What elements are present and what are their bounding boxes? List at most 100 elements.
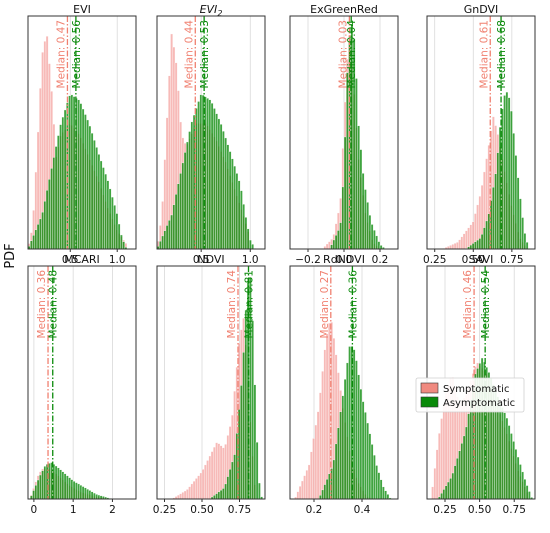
histogram-bar — [95, 147, 98, 249]
histogram-bar — [43, 466, 47, 499]
histogram-bar — [231, 158, 234, 249]
histogram-bar — [231, 461, 234, 499]
x-tick-label: 0.4 — [354, 504, 371, 516]
x-tick-label: 0 — [31, 504, 38, 516]
histogram-bar — [339, 411, 342, 499]
histogram-bar — [197, 475, 200, 499]
histogram-bar — [86, 488, 89, 499]
histogram-bar — [373, 229, 376, 249]
x-tick-label: 1 — [70, 504, 77, 516]
histogram-bar — [346, 72, 349, 249]
histogram-bar — [366, 422, 369, 499]
histogram-bar — [323, 349, 327, 499]
histogram-bar — [456, 242, 459, 249]
axes-frame — [27, 15, 137, 250]
histogram-bar — [462, 435, 466, 499]
histogram-bar — [521, 217, 524, 249]
histogram-bar — [451, 244, 455, 249]
histogram-bar — [355, 78, 358, 249]
histogram-bar — [458, 239, 461, 249]
histogram-bar — [61, 116, 65, 249]
histogram-bar — [386, 494, 390, 499]
histogram-bar — [242, 204, 245, 249]
histogram-bar — [435, 449, 439, 499]
histogram-bar — [449, 245, 452, 249]
histogram-bar — [168, 220, 171, 249]
histogram-bar — [478, 238, 482, 249]
legend-box — [415, 377, 525, 413]
histogram-bar — [32, 490, 35, 499]
histogram-bar — [210, 451, 214, 499]
axes-frame — [289, 265, 399, 500]
histogram-bar — [496, 152, 500, 249]
histogram-bar — [505, 417, 509, 499]
histogram-bar — [512, 133, 515, 249]
panel-mcari: Median: 0.36 Median: 0.48 0 1 2 MCARI — [27, 253, 137, 516]
histogram-bar — [39, 474, 42, 499]
histogram-bar — [57, 467, 60, 499]
histogram-bar — [122, 241, 125, 249]
histogram-bar — [177, 494, 180, 499]
histogram-bar — [81, 108, 85, 249]
histogram-bar — [379, 479, 383, 499]
histogram-bar — [90, 132, 94, 249]
histogram-bar — [190, 121, 194, 249]
plot-area — [442, 91, 529, 249]
median-label-asymptomatic: Median: 0.53 — [199, 20, 211, 88]
histogram-bar — [93, 140, 96, 249]
histogram-bar — [120, 234, 123, 249]
histogram-bar — [70, 479, 74, 499]
histogram-bar — [255, 442, 259, 499]
histogram-bar — [431, 486, 434, 499]
panel-title: EVI — [73, 3, 91, 16]
median-label-asymptomatic: Median: 0.54 — [480, 270, 492, 339]
histogram-bar — [39, 218, 42, 249]
x-tick-label: 1.0 — [242, 254, 259, 266]
histogram-bar — [453, 243, 457, 249]
x-tick-label: 0.50 — [462, 254, 485, 266]
histogram-bar — [115, 213, 119, 249]
histogram-bar — [510, 110, 513, 249]
median-label-symptomatic: Median: 0.46 — [462, 270, 474, 339]
histogram-bar — [523, 479, 527, 499]
histogram-bar — [63, 473, 67, 499]
histogram-bar — [41, 470, 44, 499]
panel-title: GnDVI — [464, 3, 499, 16]
histogram-bar — [52, 157, 56, 249]
histogram-bar — [465, 230, 468, 249]
histogram-bar — [226, 476, 230, 499]
histogram-bar — [186, 141, 189, 249]
histogram-bar — [366, 202, 369, 249]
histogram-bar — [34, 229, 38, 249]
histogram-bar — [323, 484, 327, 499]
histogram-bar — [251, 320, 254, 499]
histogram-bar — [75, 482, 78, 499]
x-tick-label: 0.75 — [500, 254, 523, 266]
histogram-bar — [352, 349, 356, 499]
axes-frame — [156, 265, 266, 500]
histogram-bar — [50, 168, 53, 249]
histogram-bar — [319, 495, 322, 499]
histogram-bar — [373, 454, 376, 499]
histogram-bar — [485, 220, 488, 249]
histogram-bar — [217, 491, 221, 499]
histogram-bar — [483, 227, 486, 249]
histogram-bar — [516, 177, 520, 249]
histogram-bar — [370, 224, 374, 249]
histogram-bar — [161, 235, 164, 249]
histogram-bar — [36, 224, 40, 249]
panel-ndvi: Median: 0.74 Median: 0.81 0.25 0.50 0.75 NDVI — [153, 253, 266, 516]
histogram-bar — [170, 214, 173, 249]
histogram-bar — [462, 233, 466, 249]
histogram-bar — [501, 407, 504, 499]
panels: Median: 0.47 Median: 0.560.5 1.0EVIMedian:… — [27, 3, 536, 516]
histogram-bar — [359, 388, 363, 499]
histogram-bar — [206, 98, 209, 249]
histogram-bar — [440, 418, 443, 499]
x-tick-label: 1.0 — [109, 254, 126, 266]
histogram-bar — [334, 235, 338, 249]
histogram-bar — [186, 489, 189, 499]
histogram-bar — [183, 152, 187, 249]
histogram-bar — [507, 97, 511, 249]
median-label-asymptomatic: Median: 0.81 — [244, 270, 256, 338]
